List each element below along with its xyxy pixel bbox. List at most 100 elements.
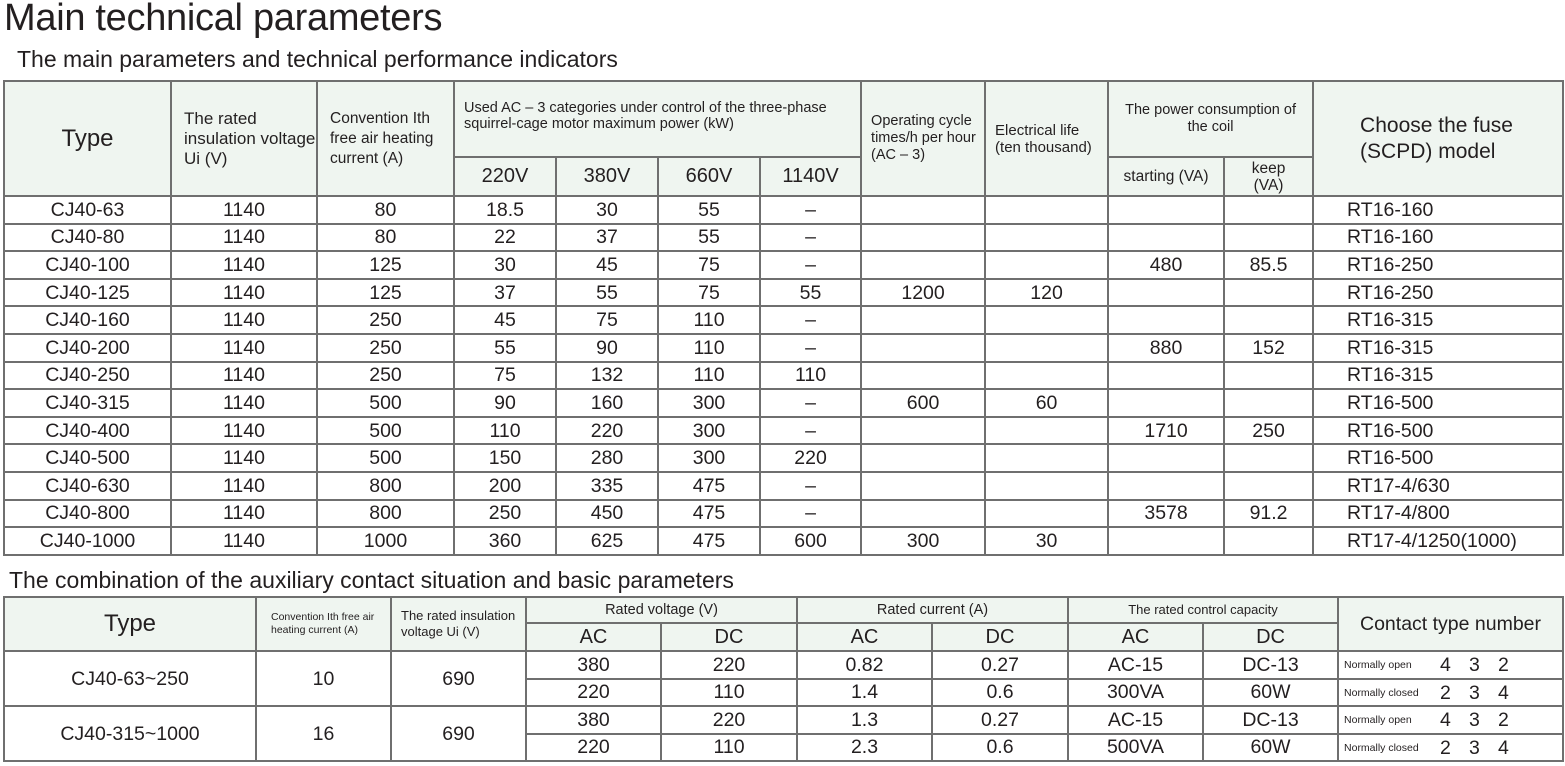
cell-capacity-dc: DC-13 xyxy=(1201,650,1340,680)
header-electrical-life: Electrical life (ten thousand) xyxy=(984,80,1110,197)
cell-type: CJ40-1000 xyxy=(3,526,172,556)
cell-p660: 475 xyxy=(657,526,761,556)
cell-p380: 45 xyxy=(555,250,659,280)
cell-p1140: – xyxy=(758,332,863,363)
cell-p660: 300 xyxy=(657,443,761,473)
cell-p1140: 220 xyxy=(758,443,863,473)
table-row: CJ40-1000 1140 1000 360 625 475 600 300 … xyxy=(3,526,1565,556)
cell-p1140: – xyxy=(758,305,863,335)
cell-p660: 55 xyxy=(657,195,761,225)
cell-fuse: RT16-160 xyxy=(1312,222,1565,253)
cell-cycle xyxy=(860,360,987,391)
cell-start: 3578 xyxy=(1107,498,1226,529)
cell-p220: 37 xyxy=(453,277,557,308)
cell-p220: 90 xyxy=(453,388,557,418)
cell-ith: 16 xyxy=(255,705,392,762)
header-coil-power: The power consumption of the coil xyxy=(1107,80,1315,158)
cell-p660: 55 xyxy=(657,222,761,253)
cell-ui: 1140 xyxy=(170,277,318,308)
cell-ith: 500 xyxy=(316,443,455,473)
header-rated-voltage: Rated voltage (V) xyxy=(525,596,798,624)
table-row: CJ40-200 1140 250 55 90 110 – 880 152 RT… xyxy=(3,332,1565,363)
table-row: CJ40-800 1140 800 250 450 475 – 3578 91.… xyxy=(3,498,1565,529)
cell-p1140: – xyxy=(758,415,863,446)
contact-label: Normally open xyxy=(1344,659,1412,672)
cell-voltage-ac: 220 xyxy=(525,732,662,762)
cell-current-ac: 2.3 xyxy=(796,732,933,762)
cell-ui: 1140 xyxy=(170,360,318,391)
cell-p220: 30 xyxy=(453,250,557,280)
cell-p380: 55 xyxy=(555,277,659,308)
cell-capacity-ac: 500VA xyxy=(1067,732,1204,762)
cell-fuse: RT17-4/800 xyxy=(1312,498,1565,529)
table-row: CJ40-63~250 10 690 380 220 0.82 0.27 AC-… xyxy=(3,650,1565,707)
cell-fuse: RT16-315 xyxy=(1312,305,1565,335)
cell-start: 1710 xyxy=(1107,415,1226,446)
cell-fuse: RT16-500 xyxy=(1312,388,1565,418)
cell-fuse: RT16-250 xyxy=(1312,277,1565,308)
cell-ui: 1140 xyxy=(170,470,318,501)
cell-cycle xyxy=(860,250,987,280)
cell-p660: 475 xyxy=(657,498,761,529)
cell-fuse: RT17-4/630 xyxy=(1312,470,1565,501)
cell-ith: 80 xyxy=(316,195,455,225)
contact-label: Normally closed xyxy=(1344,686,1419,699)
cell-p1140: – xyxy=(758,388,863,418)
cell-voltage-dc: 110 xyxy=(660,732,798,762)
cell-current-dc: 0.27 xyxy=(931,705,1069,735)
cell-p1140: 600 xyxy=(758,526,863,556)
cell-type: CJ40-315 xyxy=(3,388,172,418)
cell-capacity-ac: AC-15 xyxy=(1067,705,1204,735)
cell-type: CJ40-315~1000 xyxy=(3,705,257,762)
cell-p380: 30 xyxy=(555,195,659,225)
header-rated-current: Rated current (A) xyxy=(796,596,1069,624)
table-row: CJ40-80 1140 80 22 37 55 – RT16-160 xyxy=(3,222,1565,253)
cell-ith: 250 xyxy=(316,332,455,363)
table-row: CJ40-250 1140 250 75 132 110 110 RT16-31… xyxy=(3,360,1565,391)
cell-keep: 152 xyxy=(1223,332,1315,363)
cell-voltage-ac: 380 xyxy=(525,705,662,735)
cell-ui: 1140 xyxy=(170,415,318,446)
cell-p1140: – xyxy=(758,470,863,501)
auxiliary-contact-table: Type Convention Ith free air heating cur… xyxy=(3,596,1565,762)
cell-cycle xyxy=(860,498,987,529)
cell-type: CJ40-63 xyxy=(3,195,172,225)
header-control-capacity: The rated control capacity xyxy=(1066,596,1340,624)
cell-ith: 500 xyxy=(316,415,455,446)
cell-p220: 22 xyxy=(453,222,557,253)
header-voltage-ac: AC xyxy=(525,622,662,652)
cell-keep xyxy=(1223,360,1315,391)
cell-type: CJ40-160 xyxy=(3,305,172,335)
table-row: CJ40-500 1140 500 150 280 300 220 RT16-5… xyxy=(3,443,1565,473)
cell-capacity-dc: 60W xyxy=(1201,677,1340,707)
cell-p660: 300 xyxy=(657,388,761,418)
cell-type: CJ40-400 xyxy=(3,415,172,446)
cell-ui: 1140 xyxy=(170,388,318,418)
cell-contact: Normally open 4 3 2 xyxy=(1337,705,1565,735)
cell-keep xyxy=(1223,195,1315,225)
cell-start xyxy=(1107,470,1226,501)
header-1140v: 1140V xyxy=(758,156,863,197)
contact-number: 4 xyxy=(1498,736,1509,759)
cell-p380: 625 xyxy=(555,526,659,556)
header-220v: 220V xyxy=(453,156,557,197)
cell-p1140: – xyxy=(758,498,863,529)
cell-p1140: 110 xyxy=(758,360,863,391)
table-row: 220 110 2.3 0.6 500VA 60W Normally close… xyxy=(4,732,1565,762)
section1-title: The main parameters and technical perfor… xyxy=(17,46,618,72)
cell-life xyxy=(984,360,1110,391)
cell-p660: 75 xyxy=(657,250,761,280)
cell-life xyxy=(984,470,1110,501)
cell-voltage-ac: 220 xyxy=(525,677,662,707)
cell-start xyxy=(1107,388,1226,418)
header-capacity-ac: AC xyxy=(1067,622,1204,652)
cell-capacity-dc: DC-13 xyxy=(1201,705,1340,735)
cell-keep xyxy=(1223,388,1315,418)
cell-life xyxy=(984,415,1110,446)
header-keep: keep (VA) xyxy=(1223,156,1315,197)
contact-number: 4 xyxy=(1440,709,1451,732)
cell-fuse: RT16-250 xyxy=(1312,250,1565,280)
cell-p660: 110 xyxy=(657,332,761,363)
cell-p660: 110 xyxy=(657,360,761,391)
cell-capacity-ac: 300VA xyxy=(1067,677,1204,707)
